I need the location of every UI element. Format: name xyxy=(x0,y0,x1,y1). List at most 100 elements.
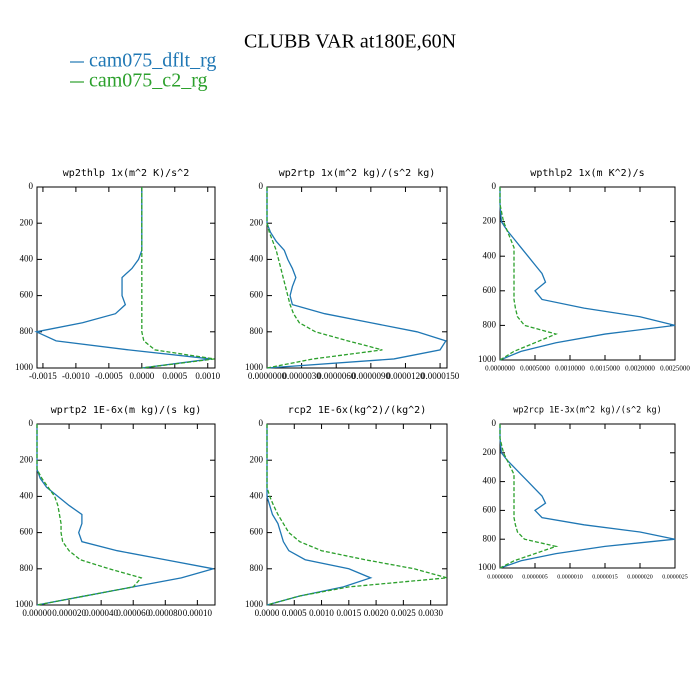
y-tick-label: 600 xyxy=(20,527,34,537)
profile-line xyxy=(266,424,448,606)
profile-line xyxy=(36,424,214,606)
x-tick-label: 0.00000 xyxy=(22,608,52,618)
profile-line xyxy=(141,187,215,369)
x-tick-label: 0.0015 xyxy=(336,608,361,618)
profile-line xyxy=(36,424,143,606)
y-tick-label: 200 xyxy=(250,454,264,464)
y-tick-label: 0 xyxy=(29,418,34,428)
profile-line xyxy=(499,424,676,569)
x-tick-label: -0.0015 xyxy=(29,371,57,381)
y-tick-label: 200 xyxy=(483,447,497,457)
x-tick-label: 0.0000030 xyxy=(282,371,321,381)
legend-label: cam075_c2_rg xyxy=(89,70,208,92)
x-tick-label: 0.0000020 xyxy=(627,574,653,580)
y-tick-label: 1000 xyxy=(478,354,497,364)
y-tick-label: 1000 xyxy=(245,362,264,372)
panel-title: wprtp2 1E-6x(m kg)/(s kg) xyxy=(51,405,202,416)
y-tick-label: 0 xyxy=(259,181,264,191)
y-tick-label: 1000 xyxy=(245,599,264,609)
x-tick-label: 0.0000120 xyxy=(386,371,425,381)
x-tick-label: 0.0010000 xyxy=(555,365,585,373)
x-tick-label: 0.0000010 xyxy=(557,574,583,580)
y-tick-label: 400 xyxy=(20,253,34,263)
profile-line xyxy=(266,187,447,369)
profile-line xyxy=(499,187,676,361)
y-tick-label: 800 xyxy=(20,563,34,573)
y-tick-label: 400 xyxy=(20,490,34,500)
y-tick-label: 800 xyxy=(250,563,264,573)
x-tick-label: 0.0015000 xyxy=(590,365,620,373)
x-tick-label: 0.0025 xyxy=(391,608,416,618)
y-tick-label: 600 xyxy=(250,290,264,300)
panel-title: wp2rcp 1E-3x(m^2 kg)/(s^2 kg) xyxy=(513,406,661,416)
profile-line xyxy=(499,424,559,569)
profile-line xyxy=(266,424,373,606)
x-tick-label: 0.0000015 xyxy=(592,574,618,580)
x-tick-label: 0.0020000 xyxy=(625,365,655,373)
y-tick-label: 400 xyxy=(483,250,497,260)
x-tick-label: 0.000080 xyxy=(148,608,182,618)
y-tick-label: 800 xyxy=(483,533,497,543)
y-tick-label: 0 xyxy=(492,181,497,191)
x-tick-label: 0.0010 xyxy=(195,371,220,381)
y-tick-label: 0 xyxy=(492,418,497,428)
x-tick-label: -0.0010 xyxy=(62,371,90,381)
panel-title: wp2thlp 1x(m^2 K)/s^2 xyxy=(63,168,189,179)
x-tick-label: 0.0000 xyxy=(255,608,280,618)
y-tick-label: 0 xyxy=(29,181,34,191)
profile-line xyxy=(266,187,383,369)
y-tick-label: 800 xyxy=(483,319,497,329)
x-tick-label: 0.0000000 xyxy=(485,365,515,373)
x-tick-label: 0.0005000 xyxy=(520,365,550,373)
x-tick-label: 0.00010 xyxy=(183,608,213,618)
x-tick-label: 0.0000060 xyxy=(317,371,356,381)
x-tick-label: 0.000020 xyxy=(52,608,86,618)
x-tick-label: 0.0000150 xyxy=(421,371,460,381)
plot-frame xyxy=(266,423,448,606)
x-tick-label: 0.0000000 xyxy=(487,574,513,580)
profile-line xyxy=(34,187,212,369)
y-tick-label: 1000 xyxy=(15,599,34,609)
y-tick-label: 1000 xyxy=(478,562,497,572)
y-tick-label: 600 xyxy=(250,527,264,537)
y-tick-label: 200 xyxy=(20,217,34,227)
y-tick-label: 0 xyxy=(259,418,264,428)
y-tick-label: 400 xyxy=(483,476,497,486)
x-tick-label: 0.0025000 xyxy=(660,365,690,373)
plot-frame xyxy=(36,423,216,606)
profile-line xyxy=(499,187,559,361)
y-tick-label: 600 xyxy=(483,285,497,295)
x-tick-label: 0.0030 xyxy=(418,608,443,618)
legend-label: cam075_dflt_rg xyxy=(89,50,216,72)
y-tick-label: 200 xyxy=(20,454,34,464)
x-tick-label: 0.0005 xyxy=(282,608,307,618)
panel-title: wpthlp2 1x(m K^2)/s xyxy=(530,168,644,179)
x-tick-label: 0.0020 xyxy=(364,608,389,618)
x-tick-label: 0.000040 xyxy=(84,608,118,618)
y-tick-label: 400 xyxy=(250,490,264,500)
x-tick-label: 0.0010 xyxy=(309,608,334,618)
plot-frame xyxy=(499,186,676,361)
panel-title: rcp2 1E-6x(kg^2)/(kg^2) xyxy=(288,405,426,416)
x-tick-label: 0.0005 xyxy=(162,371,187,381)
x-tick-label: 0.0000005 xyxy=(522,574,548,580)
plot-frame xyxy=(499,423,676,569)
y-tick-label: 600 xyxy=(20,290,34,300)
x-tick-label: 0.0000025 xyxy=(662,574,688,580)
y-tick-label: 200 xyxy=(250,217,264,227)
y-tick-label: 200 xyxy=(483,216,497,226)
x-tick-label: 0.000060 xyxy=(116,608,150,618)
panel-title: wp2rtp 1x(m^2 kg)/(s^2 kg) xyxy=(279,168,436,179)
y-tick-label: 400 xyxy=(250,253,264,263)
x-tick-label: 0.0000000 xyxy=(248,371,287,381)
y-tick-label: 800 xyxy=(250,326,264,336)
x-tick-label: 0.0000090 xyxy=(352,371,391,381)
y-tick-label: 800 xyxy=(20,326,34,336)
x-tick-label: -0.0005 xyxy=(95,371,123,381)
y-tick-label: 600 xyxy=(483,504,497,514)
plot-frame xyxy=(36,186,216,369)
x-tick-label: 0.0000 xyxy=(129,371,154,381)
y-tick-label: 1000 xyxy=(15,362,34,372)
plot-frame xyxy=(266,186,448,369)
